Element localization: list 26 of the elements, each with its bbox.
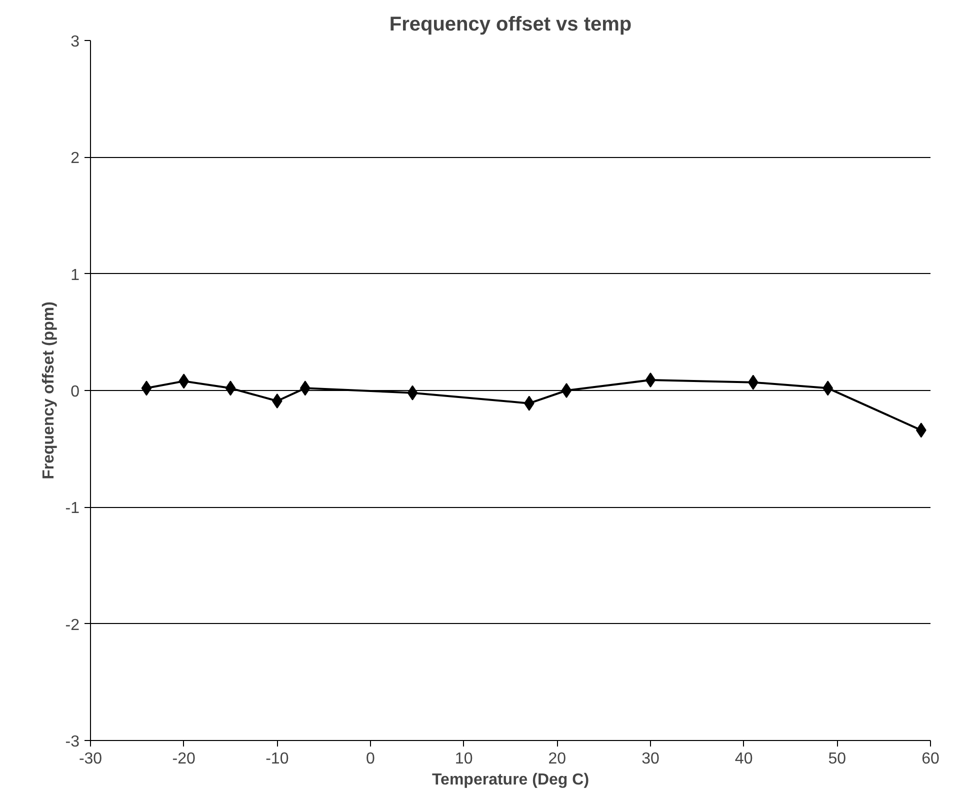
x-tick-label: -20: [172, 750, 196, 768]
point: [561, 383, 572, 398]
y-tick-label: 3: [70, 34, 80, 50]
y-tick-label: -2: [65, 616, 80, 634]
y-tick-label: -3: [65, 734, 80, 750]
point: [225, 380, 236, 396]
x-tick-label: 50: [828, 750, 846, 768]
y-tick-label: -1: [65, 500, 80, 518]
chart-title: Frequency offset vs temp: [389, 14, 632, 36]
point: [272, 394, 282, 408]
x-tick-label: 20: [548, 750, 566, 768]
point: [407, 385, 418, 400]
x-axis-title: Temperature (Deg C): [432, 772, 590, 788]
x-tick-label: 10: [454, 750, 473, 768]
x-tick-label: 0: [366, 750, 376, 768]
y-tick-label: 0: [70, 384, 80, 400]
x-tick-label: -30: [78, 750, 102, 768]
x-tick-label: 60: [922, 750, 940, 768]
x-tick-label: 40: [734, 750, 753, 768]
y-axis-title: Frequency offset (ppm): [40, 302, 58, 480]
point: [645, 372, 656, 388]
x-tick-label: -10: [266, 750, 289, 768]
y-tick-label: 1: [70, 266, 80, 284]
y-tick-label: 2: [70, 150, 80, 168]
x-tick-label: 30: [642, 750, 660, 768]
point: [141, 380, 152, 396]
